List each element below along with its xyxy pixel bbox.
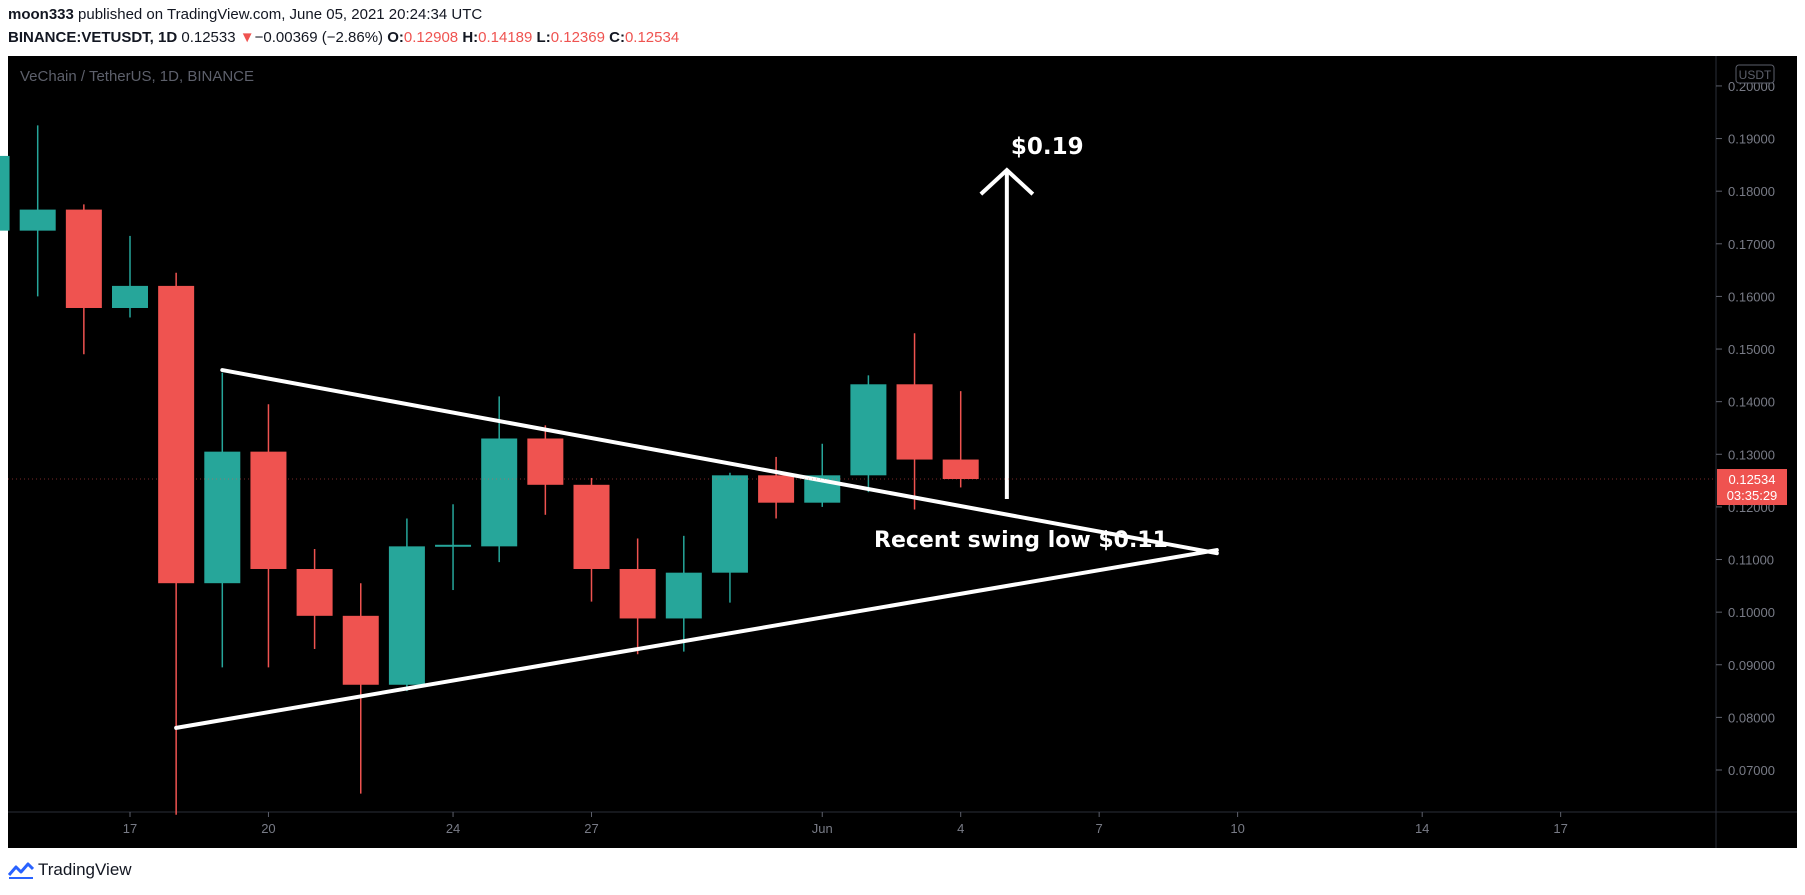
price-tick-label: 0.07000 <box>1728 763 1775 778</box>
target-price-label: $0.19 <box>1011 134 1084 160</box>
candle-body <box>711 475 748 573</box>
candle-body <box>527 438 564 485</box>
candle-up <box>112 235 148 318</box>
triangle-lower-line <box>174 548 1219 730</box>
candle-body <box>388 546 425 685</box>
candle-body <box>435 544 472 547</box>
time-tick-label: 10 <box>1230 821 1244 836</box>
time-tick-label: 14 <box>1415 821 1429 836</box>
price-tick-label: 0.15000 <box>1728 342 1775 357</box>
price-axis[interactable]: 0.070000.080000.090000.100000.110000.120… <box>1716 79 1775 778</box>
time-tick-label: 20 <box>261 821 275 836</box>
high-value: 0.14189 <box>478 29 533 46</box>
price-tick-label: 0.08000 <box>1728 710 1775 725</box>
candle-down <box>250 404 287 668</box>
price-tick-label: 0.11000 <box>1728 553 1774 568</box>
candle-up <box>388 518 425 692</box>
close-label: C: <box>609 29 625 46</box>
author-name[interactable]: moon333 <box>8 6 74 23</box>
symbol-ohlc-bar: BINANCE:VETUSDT, 1D 0.12533 ▼−0.00369 (−… <box>8 29 679 46</box>
candle-down <box>573 477 610 602</box>
candle-up <box>665 535 702 652</box>
chart-title: VeChain / TetherUS, 1D, BINANCE <box>20 68 254 85</box>
candle-body <box>19 209 56 231</box>
candle-down <box>758 456 795 519</box>
low-value: 0.12369 <box>550 29 605 46</box>
last-price: 0.12533 <box>181 29 236 46</box>
currency-label: USDT <box>1739 68 1772 82</box>
time-tick-label: 17 <box>1553 821 1567 836</box>
swing-low-label: Recent swing low $0.11 <box>874 528 1168 553</box>
low-label: L: <box>536 29 551 46</box>
publish-info: moon333 published on TradingView.com, Ju… <box>8 6 482 23</box>
open-label: O: <box>387 29 404 46</box>
candle-up <box>711 472 748 603</box>
price-tick-label: 0.18000 <box>1728 184 1775 199</box>
price-tick-label: 0.10000 <box>1728 605 1775 620</box>
candle-body <box>204 451 241 584</box>
price-tick-label: 0.17000 <box>1728 237 1775 252</box>
high-label: H: <box>462 29 479 46</box>
close-value: 0.12534 <box>624 29 680 46</box>
target-arrow-head <box>979 167 1035 196</box>
candle-body <box>850 384 887 476</box>
time-tick-label: 27 <box>584 821 598 836</box>
candle-body <box>0 155 10 231</box>
candle-body <box>112 285 148 308</box>
currency-badge: USDT <box>1735 64 1775 84</box>
price-tick-label: 0.13000 <box>1728 447 1775 462</box>
candle-body <box>158 285 195 584</box>
published-text: published on TradingView.com, June 05, 2… <box>78 6 483 23</box>
candle-up <box>481 396 518 563</box>
last-price-badge: 0.12534 03:35:29 <box>1717 469 1787 506</box>
open-value: 0.12908 <box>403 29 459 46</box>
time-tick-label: Jun <box>812 821 833 836</box>
candle-down <box>896 333 933 510</box>
candle-body <box>481 438 518 547</box>
candle-down <box>158 272 195 815</box>
time-axis[interactable]: 17 20 24 27 Jun 4 7 10 14 17 <box>123 812 1568 836</box>
change-down-icon: ▼ <box>239 29 255 46</box>
annotations: $0.19 Recent swing low $0.11 <box>8 134 1716 730</box>
candle-body <box>758 475 795 503</box>
time-tick-label: 4 <box>957 821 964 836</box>
price-tick-label: 0.19000 <box>1728 132 1775 147</box>
footer-brand: TradingView <box>38 860 132 879</box>
candle-down <box>527 425 564 515</box>
candle-down <box>342 583 379 794</box>
candle-up <box>0 155 10 231</box>
candle-body <box>665 572 702 619</box>
candle-body <box>619 568 656 619</box>
candle-body <box>942 459 979 480</box>
candle-down <box>942 391 979 488</box>
price-tick-label: 0.09000 <box>1728 658 1775 673</box>
last-price-label: 0.12534 <box>1729 472 1776 487</box>
triangle-upper-line <box>220 368 1219 556</box>
candle-body <box>65 209 102 308</box>
time-tick-label: 24 <box>446 821 460 836</box>
candle-up <box>435 504 472 591</box>
symbol-label: BINANCE:VETUSDT, 1D <box>8 29 178 46</box>
candle-up <box>204 372 241 668</box>
candle-body <box>573 484 610 569</box>
tradingview-logo-icon <box>8 862 34 879</box>
candles[interactable] <box>0 125 979 815</box>
candle-body <box>296 568 333 616</box>
candle-body <box>896 384 933 460</box>
candle-down <box>619 538 656 655</box>
candle-down <box>65 204 102 355</box>
time-tick-label: 7 <box>1096 821 1103 836</box>
time-tick-label: 17 <box>123 821 137 836</box>
tradingview-footer[interactable]: TradingView <box>8 860 132 880</box>
change-value: −0.00369 (−2.86%) <box>254 29 384 46</box>
countdown-label: 03:35:29 <box>1727 488 1778 503</box>
candle-body <box>342 615 379 685</box>
candle-down <box>296 548 333 649</box>
candle-body <box>250 451 287 569</box>
candle-up <box>850 375 887 493</box>
candle-up <box>19 125 56 297</box>
price-tick-label: 0.16000 <box>1728 289 1775 304</box>
price-tick-label: 0.14000 <box>1728 395 1775 410</box>
